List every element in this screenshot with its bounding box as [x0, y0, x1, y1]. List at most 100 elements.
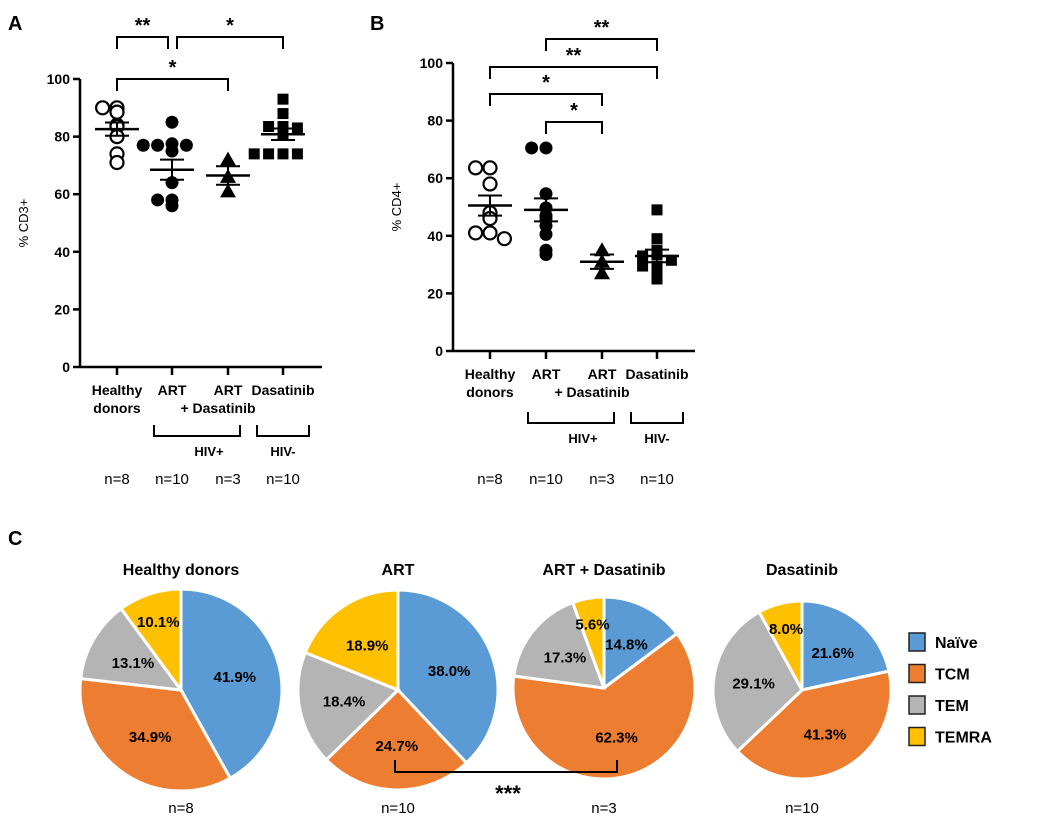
legend-swatch — [908, 726, 926, 747]
data-point — [263, 121, 275, 133]
significance-bracket — [116, 36, 169, 49]
data-point — [220, 183, 236, 198]
legend-swatch — [908, 695, 926, 715]
pie-value-label: 21.6% — [811, 645, 854, 662]
n-label: n=8 — [104, 471, 129, 488]
x-tick-label: + Dasatinib — [554, 384, 629, 400]
panel-label-c: C — [8, 528, 22, 550]
pie-slice-naive — [800, 599, 891, 692]
y-tick-label: 100 — [47, 71, 71, 87]
y-tick-label: 60 — [427, 170, 443, 186]
x-tick-label: ART — [588, 366, 617, 382]
pie-value-label: 5.6% — [575, 616, 609, 633]
data-point — [220, 151, 236, 166]
data-point — [496, 231, 512, 247]
data-point — [277, 93, 289, 105]
significance-label: ** — [594, 17, 610, 39]
data-point — [539, 141, 553, 155]
data-point — [482, 160, 498, 176]
significance-bracket — [176, 36, 284, 49]
data-point — [482, 225, 498, 241]
group-bracket — [153, 425, 241, 437]
pie-title: ART + Dasatinib — [542, 562, 665, 579]
significance-label: ** — [135, 15, 151, 37]
pie-slice-temra — [570, 595, 606, 689]
pie-slice-temra — [757, 599, 804, 691]
pie-slice-naive — [396, 588, 500, 766]
y-axis-label: % CD3+ — [16, 199, 31, 248]
data-point — [94, 100, 111, 116]
significance-bracket — [489, 93, 603, 106]
x-tick-label: Dasatinib — [625, 366, 688, 382]
group-label: HIV- — [644, 431, 669, 446]
pie-value-label: 17.3% — [544, 650, 587, 667]
data-point — [539, 248, 553, 262]
pie-slice-tem — [711, 609, 804, 754]
data-point — [165, 144, 179, 158]
legend-label: TCM — [935, 667, 970, 684]
x-tick-label: Healthy — [465, 366, 516, 382]
y-tick-label: 0 — [62, 359, 70, 375]
x-tick-label: Dasatinib — [251, 382, 314, 398]
pie-value-label: 24.7% — [376, 738, 419, 755]
n-label: n=10 — [155, 471, 189, 488]
data-point — [109, 104, 125, 120]
panel-label-a: A — [8, 13, 22, 35]
n-label: n=8 — [168, 800, 193, 817]
pie-value-label: 18.9% — [346, 637, 389, 654]
data-point — [539, 227, 553, 241]
y-tick-label: 40 — [427, 228, 443, 244]
n-label: n=10 — [381, 800, 415, 817]
significance-label: ** — [566, 45, 582, 67]
data-point — [136, 138, 150, 152]
data-point — [468, 160, 484, 176]
panel-c-pies: Healthy donors 41.9% 34.9% 13.1% 10.1% n=8 ART… — [78, 562, 992, 817]
significance-label: * — [226, 15, 234, 37]
data-point — [165, 199, 179, 213]
data-point — [151, 138, 165, 152]
significance-bracket — [489, 66, 658, 79]
data-point — [109, 154, 125, 171]
pie-value-label: 62.3% — [595, 729, 638, 746]
y-tick-label: 20 — [54, 301, 70, 317]
x-tick-label: + Dasatinib — [180, 400, 255, 416]
pie-slice-tcm — [735, 669, 893, 781]
data-point — [651, 233, 663, 245]
pie-value-label: 41.3% — [804, 726, 847, 743]
pie-value-label: 34.9% — [129, 729, 172, 746]
data-point — [539, 187, 553, 201]
pie-title: ART — [382, 562, 415, 579]
group-bracket — [630, 412, 684, 424]
legend-label: TEMRA — [935, 730, 992, 747]
group-label: HIV+ — [194, 444, 224, 459]
x-tick-label: Healthy — [92, 382, 143, 398]
pie-value-label: 14.8% — [605, 636, 648, 653]
x-tick-label: ART — [158, 382, 187, 398]
pie-slice-naive — [602, 595, 680, 691]
significance-bracket — [545, 38, 658, 51]
pie-slice-temra — [303, 588, 400, 693]
data-point — [651, 273, 663, 285]
data-point — [151, 193, 165, 207]
legend-label: Naïve — [935, 635, 978, 652]
pie-value-label: 29.1% — [732, 675, 775, 692]
data-point — [277, 121, 289, 133]
data-point — [651, 260, 663, 272]
data-point — [291, 148, 303, 160]
n-label: n=3 — [589, 471, 614, 488]
data-point — [248, 148, 260, 160]
significance-label: * — [570, 100, 578, 122]
n-label: n=10 — [266, 471, 300, 488]
pie-slice-tcm — [78, 676, 233, 793]
y-tick-label: 60 — [54, 186, 70, 202]
data-point — [665, 254, 677, 266]
data-point — [291, 122, 303, 134]
significance-bracket — [394, 760, 618, 773]
data-point — [468, 225, 484, 241]
group-label: HIV- — [270, 444, 295, 459]
n-label: n=10 — [640, 471, 674, 488]
x-tick-label: ART — [532, 366, 561, 382]
pie-title: Dasatinib — [766, 562, 838, 579]
pie-slice-temra — [119, 587, 183, 695]
legend-swatch — [908, 663, 926, 684]
